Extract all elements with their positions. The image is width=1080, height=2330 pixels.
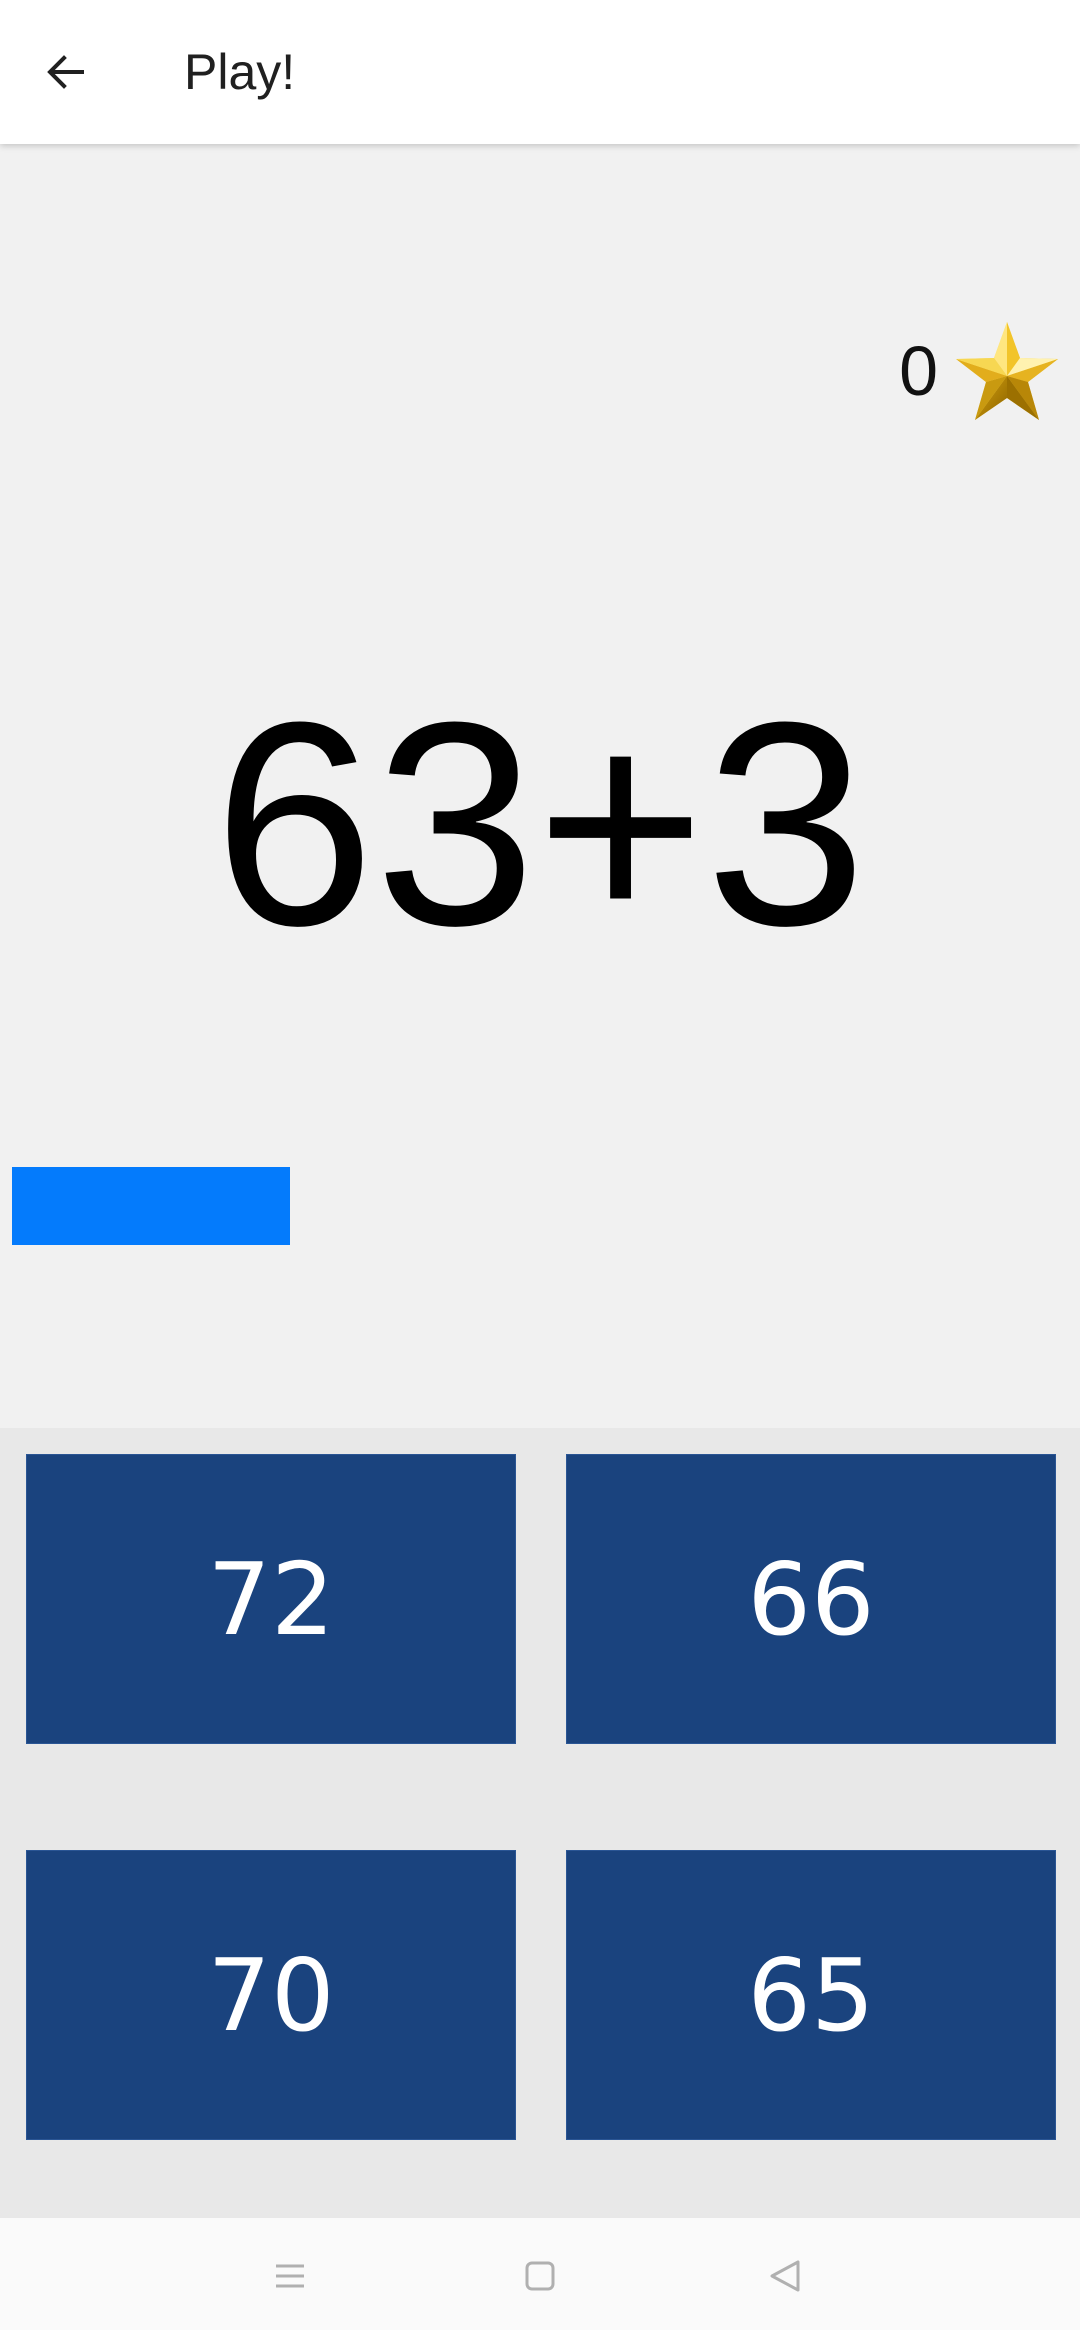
game-area: 0: [0, 144, 1080, 1428]
timer-bar: [12, 1167, 1068, 1245]
answer-button-4[interactable]: 65: [566, 1850, 1056, 2140]
nav-back-button[interactable]: [750, 2240, 822, 2312]
answer-button-2[interactable]: 66: [566, 1454, 1056, 1744]
app-bar: Play!: [0, 0, 1080, 144]
score-display: 0: [899, 316, 1060, 426]
answer-button-1[interactable]: 72: [26, 1454, 516, 1744]
nav-home-button[interactable]: [504, 2240, 576, 2312]
system-nav-bar: [0, 2218, 1080, 2330]
answers-area: 72 66 70 65: [0, 1428, 1080, 2218]
timer-bar-fill: [12, 1167, 290, 1245]
math-question: 63+3: [213, 662, 867, 986]
answer-button-3[interactable]: 70: [26, 1850, 516, 2140]
back-button[interactable]: [22, 28, 110, 116]
back-triangle-icon: [770, 2260, 800, 2292]
arrow-left-icon: [47, 55, 84, 89]
score-value: 0: [899, 332, 938, 410]
home-square-icon: [525, 2261, 555, 2291]
page-title: Play!: [184, 44, 296, 100]
nav-menu-button[interactable]: [254, 2240, 326, 2312]
menu-icon: [276, 2264, 304, 2288]
star-icon: [956, 322, 1058, 420]
